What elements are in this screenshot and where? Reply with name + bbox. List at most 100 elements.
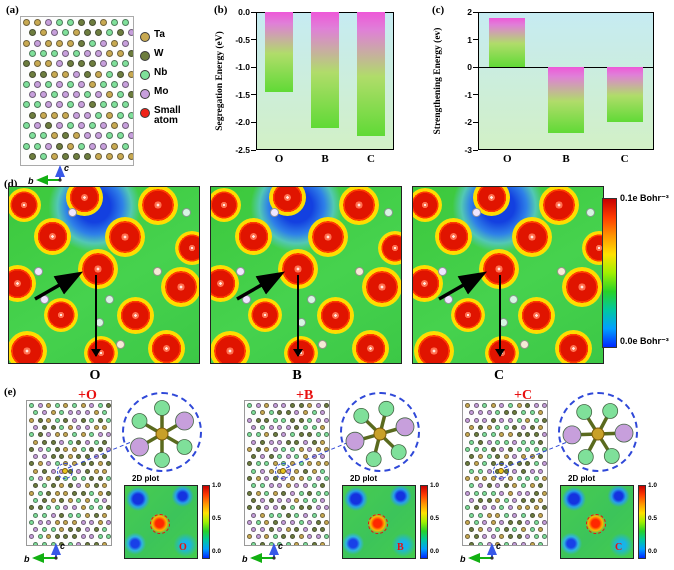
atom	[247, 519, 252, 525]
atom	[294, 410, 300, 416]
charge-atom	[413, 264, 443, 302]
atom	[469, 512, 475, 518]
atom	[294, 468, 300, 474]
atom	[255, 432, 261, 438]
atom	[259, 468, 265, 474]
legend-swatch-ta	[140, 32, 150, 42]
charge-atom	[104, 216, 145, 257]
charge-atom	[161, 266, 199, 307]
atom	[50, 527, 56, 533]
atom	[473, 417, 479, 423]
atom	[251, 497, 257, 503]
charge-atom	[234, 218, 272, 256]
atom	[328, 527, 329, 533]
atom	[67, 439, 73, 445]
atom	[259, 424, 265, 430]
atom	[533, 505, 539, 511]
atom	[76, 483, 82, 489]
y-tick-label: -0.5	[235, 34, 250, 45]
charge-atom	[361, 266, 401, 307]
y-tick-label: 1	[467, 34, 472, 45]
atom	[529, 512, 535, 518]
atom	[529, 527, 535, 533]
atom	[277, 424, 283, 430]
atom	[80, 461, 86, 467]
structure-box	[26, 400, 112, 546]
atom	[50, 152, 58, 160]
atom	[67, 80, 74, 88]
atom	[311, 497, 317, 503]
atom	[41, 468, 47, 474]
atom	[102, 424, 108, 430]
pointer-arrowhead-icon	[292, 348, 303, 357]
atom	[83, 29, 91, 37]
atom	[512, 541, 518, 545]
atom	[277, 527, 283, 533]
atom	[89, 101, 96, 109]
atom	[110, 454, 111, 460]
atom	[80, 490, 86, 496]
atom	[76, 424, 82, 430]
defect-circle	[493, 463, 509, 479]
atom	[28, 132, 36, 140]
atom	[78, 60, 85, 68]
atom	[482, 490, 488, 496]
cluster-inset	[122, 392, 202, 472]
density-colorbar-group: 0.1e Bohr⁻³ 0.0e Bohr⁻³	[600, 188, 674, 358]
atom	[546, 439, 547, 445]
atom	[542, 505, 547, 511]
atom	[272, 519, 278, 525]
atom	[469, 483, 475, 489]
atom	[311, 541, 317, 545]
atom	[37, 519, 43, 525]
atom	[33, 527, 39, 533]
atom	[37, 403, 43, 408]
atom	[538, 497, 544, 503]
atom	[41, 483, 47, 489]
atom	[264, 461, 270, 467]
atom	[324, 403, 329, 408]
atom	[41, 541, 47, 545]
lattice-atom	[437, 266, 447, 276]
atom	[525, 403, 531, 408]
atom	[285, 483, 291, 489]
lattice-atom	[520, 339, 530, 349]
atom	[63, 446, 69, 452]
atom	[486, 410, 492, 416]
atom	[33, 497, 39, 503]
atom	[542, 446, 547, 452]
atom	[83, 70, 91, 78]
atom	[290, 519, 295, 525]
atom	[45, 80, 52, 88]
atom	[39, 111, 47, 119]
atom	[281, 417, 287, 423]
atom	[72, 91, 80, 99]
atom	[89, 432, 95, 438]
atom	[290, 505, 295, 511]
atom	[508, 432, 513, 438]
y-tick-label: -1	[464, 89, 472, 100]
atom	[76, 512, 82, 518]
atom	[268, 512, 274, 518]
atom	[67, 527, 73, 533]
y-tick-mark	[473, 11, 478, 13]
atom	[490, 417, 496, 423]
atom	[520, 541, 526, 545]
atom	[89, 142, 96, 150]
charge-atom	[451, 298, 486, 333]
atom	[76, 410, 82, 416]
inset-colorbar	[638, 485, 646, 559]
atom	[311, 483, 317, 489]
atom	[281, 446, 287, 452]
atom	[533, 417, 539, 423]
atom	[465, 403, 470, 408]
atom	[272, 534, 278, 540]
atom	[259, 497, 265, 503]
atom	[264, 505, 270, 511]
atom	[490, 519, 496, 525]
atom	[315, 446, 321, 452]
y-axis-label: Strengthening Energy (ev)	[433, 27, 443, 135]
atom	[255, 461, 261, 467]
atom	[508, 490, 513, 496]
